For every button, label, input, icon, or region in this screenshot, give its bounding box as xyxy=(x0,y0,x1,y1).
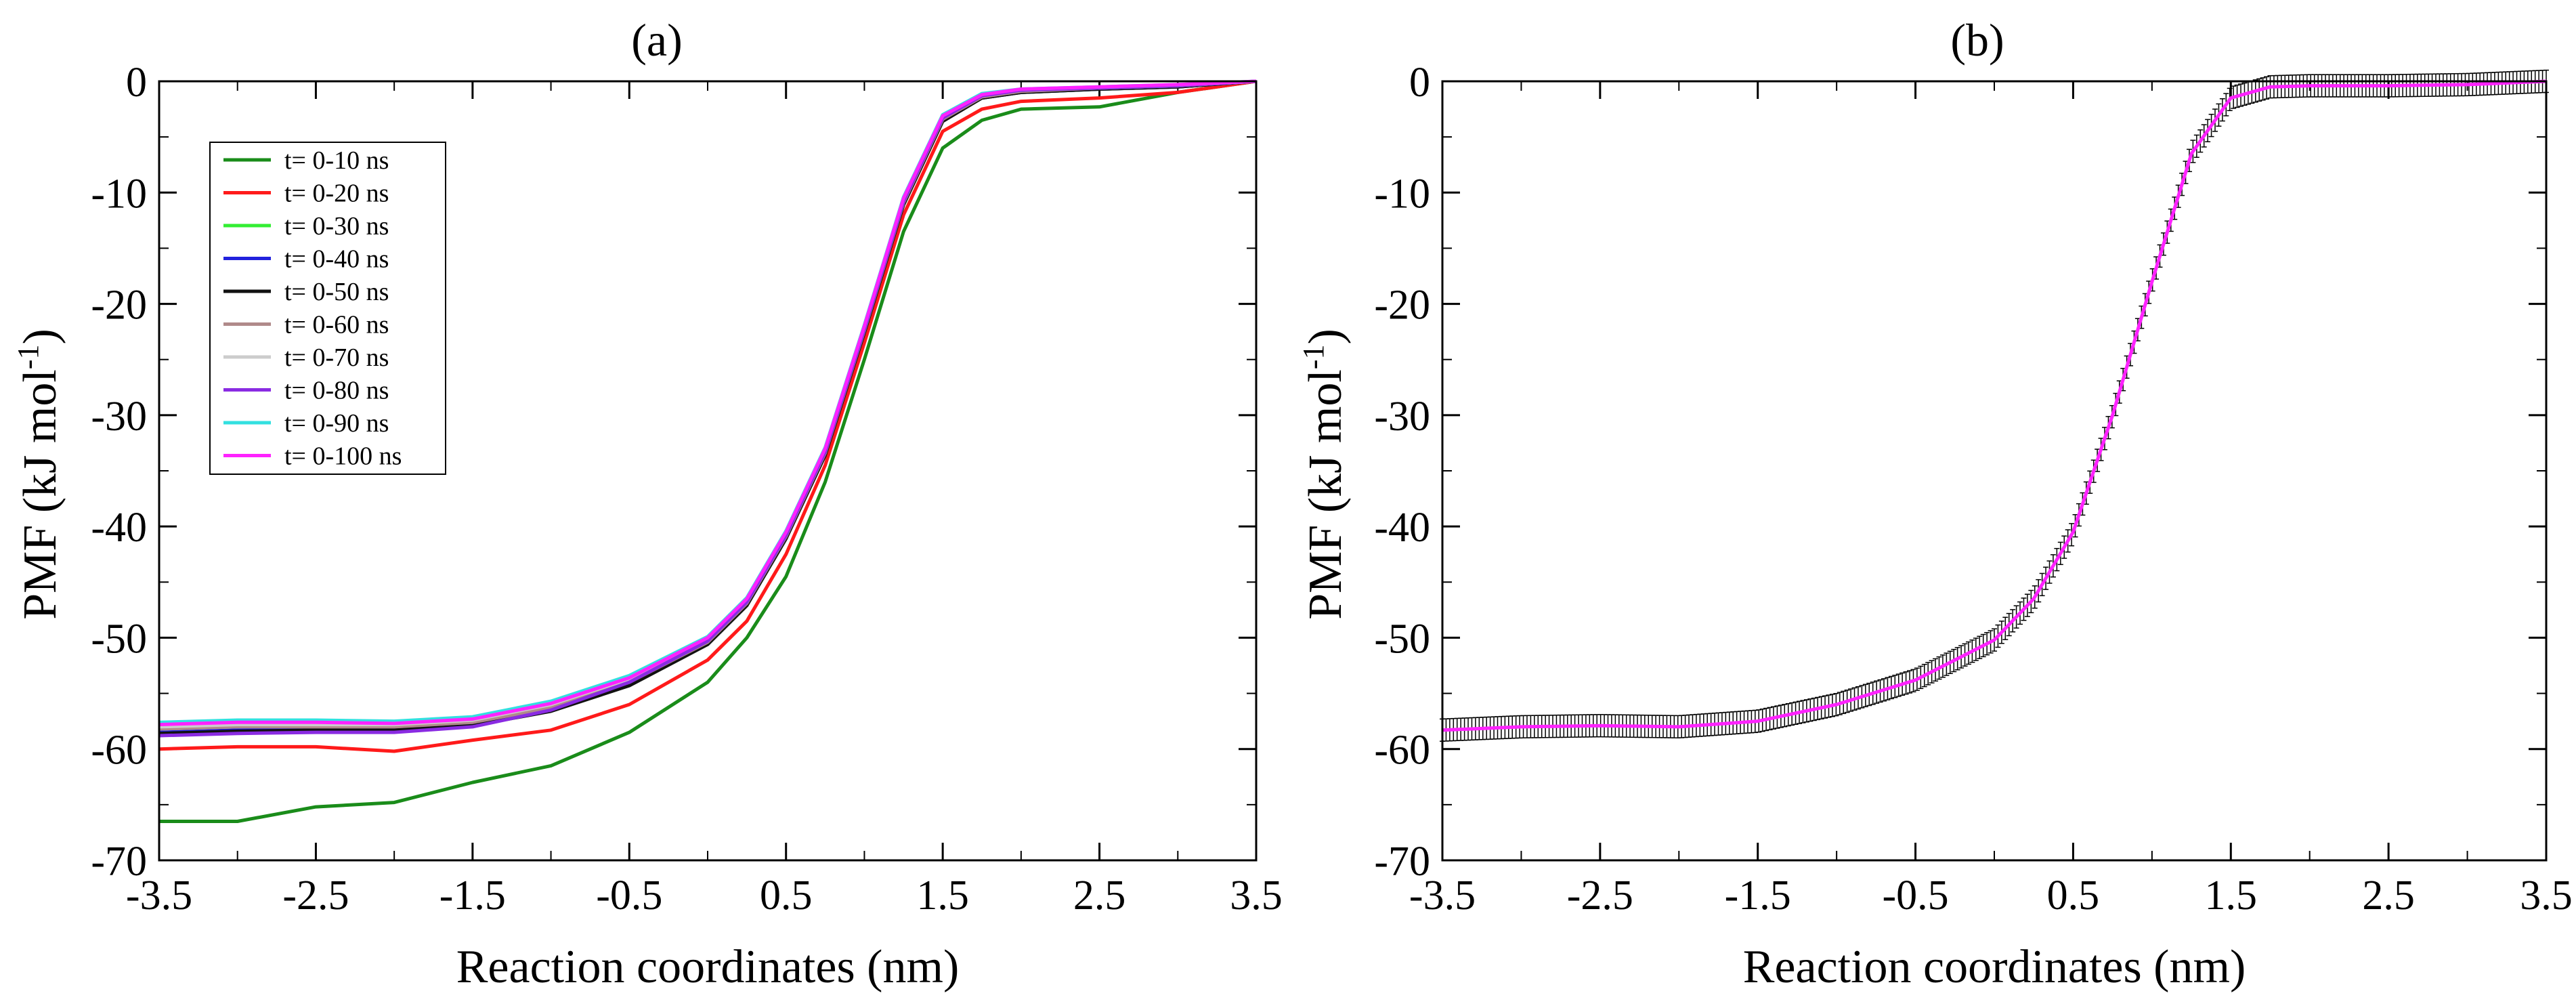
x-tick-label: -2.5 xyxy=(1567,873,1633,919)
y-tick-label: -70 xyxy=(1374,839,1430,885)
y-tick-label: -10 xyxy=(1374,171,1430,217)
legend-label: t= 0-100 ns xyxy=(284,442,402,471)
panel-a-legend: t= 0-10 ns t= 0-20 ns t= 0-30 ns t= 0-40 ns… xyxy=(209,142,446,475)
panel-b-y-axis-title: PMF (kJ mol-1) xyxy=(1297,329,1352,620)
panel-b-plot-frame xyxy=(1441,80,2548,862)
y-tick-label: -30 xyxy=(1374,394,1430,440)
x-tick-label: 2.5 xyxy=(2362,873,2415,919)
y-tick-label: -20 xyxy=(91,282,147,329)
y-tick-label: 0 xyxy=(126,60,147,106)
panel-a-x-axis-title: Reaction coordinates (nm) xyxy=(456,941,960,993)
y-tick-label: -50 xyxy=(1374,616,1430,662)
panel-b-error-bars xyxy=(1440,69,2549,742)
panel-b-ticks xyxy=(1441,80,2548,862)
legend-label: t= 0-80 ns xyxy=(284,377,389,405)
legend-label: t= 0-30 ns xyxy=(284,212,389,240)
panel-b-series xyxy=(1442,79,2547,732)
y-tick-label: -40 xyxy=(91,505,147,551)
panel-a-title: (a) xyxy=(631,14,682,66)
panel-a: (a) -3.5 -2.5 -1.5 -0.5 0.5 1.5 2.5 3.5 0 -10 -20… xyxy=(12,14,1283,993)
y-tick-label: -60 xyxy=(91,728,147,774)
y-tick-label: -50 xyxy=(91,616,147,662)
series-line-1 xyxy=(159,79,1257,823)
panel-a-plot-frame xyxy=(158,80,1258,862)
x-tick-label: -1.5 xyxy=(1725,873,1791,919)
legend-label: t= 0-10 ns xyxy=(284,146,389,175)
panel-b-x-tick-labels: -3.5 -2.5 -1.5 -0.5 0.5 1.5 2.5 3.5 xyxy=(1409,873,2573,919)
x-tick-label: 1.5 xyxy=(916,873,969,919)
legend-label: t= 0-40 ns xyxy=(284,245,389,274)
series-line-1 xyxy=(1442,79,2547,732)
legend-label: t= 0-20 ns xyxy=(284,180,389,208)
panel-b-y-tick-labels: 0 -10 -20 -30 -40 -50 -60 -70 xyxy=(1374,60,1430,885)
legend-box xyxy=(209,142,446,475)
panel-b-y-axis-title-close: ) xyxy=(1300,329,1352,344)
y-tick-label: -40 xyxy=(1374,505,1430,551)
x-tick-label: 2.5 xyxy=(1073,873,1126,919)
y-tick-label: -60 xyxy=(1374,728,1430,774)
panel-a-series xyxy=(158,79,1257,823)
y-tick-label: -10 xyxy=(91,171,147,217)
panel-b-title: (b) xyxy=(1950,14,2004,66)
y-tick-label: -30 xyxy=(91,394,147,440)
panel-a-y-axis-title-main: PMF (kJ mol xyxy=(14,369,66,620)
panel-b-y-axis-title-main: PMF (kJ mol xyxy=(1300,369,1352,620)
y-tick-label: -20 xyxy=(1374,282,1430,329)
panel-a-y-axis-title-sup: -1 xyxy=(12,345,45,370)
series-line-2 xyxy=(158,79,1257,753)
panel-b-y-axis-title-sup: -1 xyxy=(1297,345,1330,370)
x-tick-label: 0.5 xyxy=(2047,873,2100,919)
panel-a-x-tick-labels: -3.5 -2.5 -1.5 -0.5 0.5 1.5 2.5 3.5 xyxy=(126,873,1283,919)
panel-a-y-axis-title-close: ) xyxy=(14,329,66,344)
legend-label: t= 0-90 ns xyxy=(284,409,389,438)
panel-b-x-axis-title: Reaction coordinates (nm) xyxy=(1743,941,2246,993)
legend-label: t= 0-50 ns xyxy=(284,278,389,306)
panel-a-y-axis-title: PMF (kJ mol-1) xyxy=(12,329,66,620)
x-tick-label: -2.5 xyxy=(282,873,349,919)
y-tick-label: -70 xyxy=(91,839,147,885)
legend-label: t= 0-70 ns xyxy=(284,343,389,372)
panel-b: (b) -3.5 -2.5 -1.5 -0.5 0.5 1.5 2.5 3.5 0 -10 -20… xyxy=(1297,14,2573,993)
x-tick-label: 1.5 xyxy=(2205,873,2258,919)
x-tick-label: -3.5 xyxy=(1409,873,1476,919)
panel-a-ticks xyxy=(158,80,1258,862)
x-tick-label: 3.5 xyxy=(1230,873,1283,919)
x-tick-label: 3.5 xyxy=(2520,873,2573,919)
x-tick-label: -1.5 xyxy=(439,873,506,919)
x-tick-label: -0.5 xyxy=(1882,873,1948,919)
legend-label: t= 0-60 ns xyxy=(284,311,389,339)
x-tick-label: -3.5 xyxy=(126,873,192,919)
x-tick-label: 0.5 xyxy=(760,873,813,919)
y-tick-label: 0 xyxy=(1409,60,1430,106)
series-line-10 xyxy=(158,79,1257,727)
panel-a-y-tick-labels: 0 -10 -20 -30 -40 -50 -60 -70 xyxy=(91,60,147,885)
x-tick-label: -0.5 xyxy=(596,873,662,919)
